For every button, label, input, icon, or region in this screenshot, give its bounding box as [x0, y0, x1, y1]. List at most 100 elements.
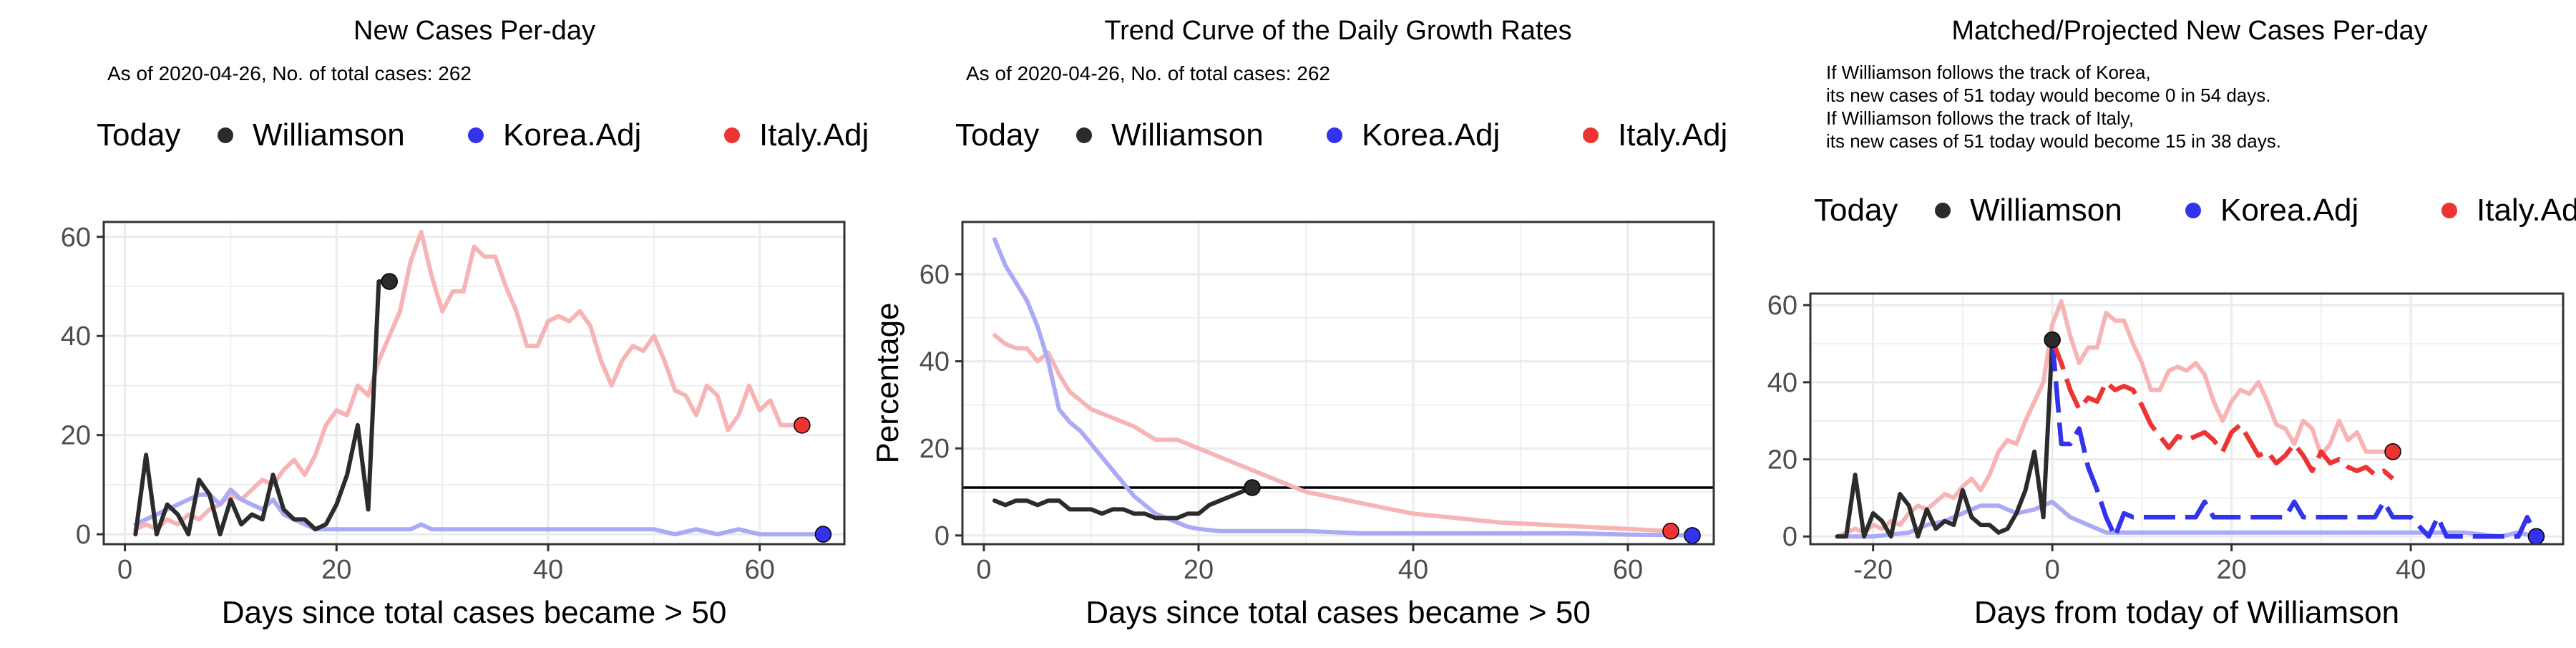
point-korea	[814, 526, 832, 543]
point-williamson	[381, 273, 398, 290]
plot-marks	[1835, 299, 2539, 539]
legend-label-williamson: Williamson	[1970, 193, 2122, 228]
y-tick-label: 40	[61, 321, 91, 352]
point-williamson	[2044, 331, 2061, 349]
panel-border	[1809, 292, 2565, 546]
series-line-italy-adj-italy_proj	[2050, 339, 2395, 480]
series-line-williamson-williamson	[992, 485, 1254, 521]
legend: Today Williamson Korea.Adj Italy.Adj	[1814, 193, 2576, 228]
point-korea	[1684, 527, 1701, 544]
x-tick-label: 0	[976, 555, 991, 585]
legend-swatch-italy	[1583, 127, 1599, 143]
y-tick-label: 20	[61, 421, 91, 451]
y-tick-label: 60	[919, 260, 950, 290]
chart-subtitle: If Williamson follows the track of Italy…	[1826, 107, 2134, 129]
chart-panel-3: Matched/Projected New Cases Per-day If Wi…	[1767, 16, 2576, 630]
series-line-italy-adj-italy_light	[133, 229, 804, 532]
series-line-williamson-williamson	[1835, 337, 2055, 539]
legend-label-korea: Korea.Adj	[2220, 193, 2358, 228]
legend-swatch-korea	[1327, 127, 1342, 143]
x-axis-label: Days since total cases became > 50	[1085, 595, 1591, 630]
legend-swatch-williamson	[218, 127, 233, 143]
legend-swatch-korea	[468, 127, 484, 143]
chart-subtitle: As of 2020-04-26, No. of total cases: 26…	[107, 62, 472, 84]
x-tick-label: 20	[321, 555, 351, 585]
legend-swatch-italy	[724, 127, 740, 143]
chart-title: Matched/Projected New Cases Per-day	[1951, 16, 2427, 46]
axes: -20 0 20 40 0 20 40 60 Days from today of Willia…	[1767, 291, 2426, 630]
legend-swatch-williamson	[1076, 127, 1092, 143]
y-tick-label: 20	[1767, 445, 1797, 475]
series-line-korea-adj-korea_proj	[2049, 339, 2539, 539]
gridlines	[962, 222, 1714, 544]
legend-label-korea: Korea.Adj	[1362, 117, 1500, 153]
y-tick-label: 0	[1782, 522, 1797, 552]
chart-subtitle: If Williamson follows the track of Korea…	[1826, 62, 2151, 83]
legend-label-italy: Italy.Adj	[2477, 193, 2576, 228]
legend-item-italy: Italy.Adj	[1583, 117, 1727, 153]
point-italy	[1662, 523, 1679, 540]
x-tick-label: 60	[745, 555, 775, 585]
plot-area	[962, 222, 1714, 544]
legend-item-korea: Korea.Adj	[2185, 193, 2358, 228]
legend-swatch-korea	[2185, 203, 2201, 218]
legend-item-italy: Italy.Adj	[724, 117, 869, 153]
y-tick-label: 60	[1767, 291, 1797, 321]
series-line-williamson-williamson	[133, 279, 392, 537]
y-axis-label: Percentage	[870, 302, 905, 463]
axes: 0 20 40 60 0 20 40 60 Days since total cases bec…	[61, 223, 775, 630]
x-tick-label: 40	[1398, 555, 1428, 585]
plot-marks	[133, 229, 826, 537]
legend-item-korea: Korea.Adj	[1327, 117, 1500, 153]
y-tick-label: 60	[61, 223, 91, 253]
legend: Today Williamson Korea.Adj Italy.Adj	[955, 117, 1727, 153]
gridlines	[104, 222, 844, 544]
legend-title: Today	[1814, 193, 1898, 228]
point-korea	[2527, 528, 2545, 545]
legend-swatch-williamson	[1935, 203, 1951, 218]
chart-title: Trend Curve of the Daily Growth Rates	[1104, 16, 1571, 46]
legend-item-korea: Korea.Adj	[468, 117, 641, 153]
gridlines	[1810, 294, 2563, 544]
panel-border	[102, 221, 846, 546]
legend-title: Today	[97, 117, 180, 153]
series-line-korea-adj-korea_light	[133, 487, 826, 537]
legend-item-williamson: Williamson	[218, 117, 405, 153]
legend-label-williamson: Williamson	[253, 117, 405, 153]
point-italy	[794, 417, 811, 434]
series-line-italy-adj-italy_light	[1835, 299, 2395, 539]
legend-label-italy: Italy.Adj	[1618, 117, 1727, 153]
x-tick-label: 40	[533, 555, 563, 585]
y-tick-label: 0	[935, 521, 950, 551]
chart-subtitle: its new cases of 51 today would become 1…	[1826, 130, 2281, 152]
plot-area	[104, 222, 844, 544]
legend-swatch-italy	[2441, 203, 2457, 218]
chart-panel-2: Trend Curve of the Daily Growth Rates As …	[870, 16, 1727, 630]
x-tick-label: 20	[1184, 555, 1214, 585]
legend-label-italy: Italy.Adj	[759, 117, 869, 153]
legend-label-williamson: Williamson	[1111, 117, 1264, 153]
legend-item-williamson: Williamson	[1076, 117, 1264, 153]
legend-item-williamson: Williamson	[1935, 193, 2122, 228]
x-axis-label: Days since total cases became > 50	[222, 595, 727, 630]
y-tick-label: 0	[76, 520, 91, 550]
legend-item-italy: Italy.Adj	[2441, 193, 2576, 228]
plot-marks	[962, 237, 1714, 538]
axes: 0 20 40 60 0 20 40 60 Days since total cases bec…	[870, 260, 1643, 630]
y-tick-label: 40	[1767, 368, 1797, 398]
chart-title: New Cases Per-day	[353, 16, 595, 46]
legend: Today Williamson Korea.Adj Italy.Adj	[97, 117, 869, 153]
point-williamson	[1244, 479, 1261, 496]
x-tick-label: 60	[1613, 555, 1643, 585]
x-tick-label: 0	[2045, 555, 2060, 585]
x-axis-label: Days from today of Williamson	[1974, 595, 2399, 630]
legend-label-korea: Korea.Adj	[503, 117, 641, 153]
panel-border	[961, 221, 1715, 546]
legend-title: Today	[955, 117, 1039, 153]
chart-subtitle: As of 2020-04-26, No. of total cases: 26…	[966, 62, 1330, 84]
x-tick-label: 20	[2216, 555, 2246, 585]
y-tick-label: 40	[919, 347, 950, 377]
chart-panel-1: New Cases Per-day As of 2020-04-26, No. o…	[61, 16, 869, 630]
x-tick-label: 40	[2396, 555, 2426, 585]
